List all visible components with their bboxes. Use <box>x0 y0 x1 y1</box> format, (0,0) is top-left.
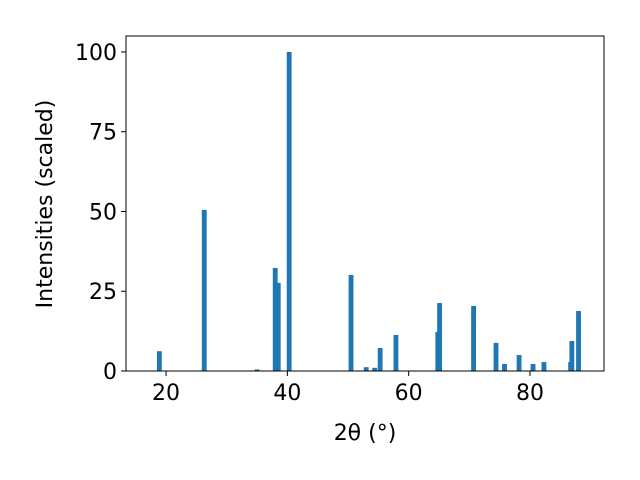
y-tick-label: 0 <box>103 360 117 385</box>
x-tick-label: 40 <box>273 381 301 406</box>
bar <box>377 348 383 371</box>
bar <box>393 334 399 371</box>
bar <box>201 209 207 371</box>
x-axis-label: 2θ (°) <box>334 421 397 446</box>
x-tick-label: 80 <box>516 381 544 406</box>
y-tick-label: 50 <box>89 200 117 225</box>
bar <box>272 267 278 371</box>
bar <box>275 282 281 371</box>
x-tick-label: 20 <box>152 381 180 406</box>
bar <box>372 367 378 371</box>
bar <box>569 341 575 371</box>
y-tick-label: 25 <box>89 280 117 305</box>
y-axis-label: Intensities (scaled) <box>33 100 58 309</box>
y-tick-label: 75 <box>89 121 117 146</box>
bar <box>576 311 581 371</box>
bar <box>541 362 547 371</box>
bar <box>502 363 507 371</box>
bar <box>363 367 369 371</box>
bar <box>286 51 292 371</box>
bar <box>437 303 443 371</box>
bar <box>471 305 477 371</box>
y-tick-label: 100 <box>75 41 117 66</box>
bar <box>530 363 536 371</box>
bar <box>493 342 499 371</box>
bar <box>516 355 522 371</box>
x-tick-label: 60 <box>395 381 423 406</box>
bar <box>348 274 354 371</box>
plot-frame <box>125 35 605 372</box>
bar <box>156 351 162 371</box>
bar <box>254 369 260 371</box>
